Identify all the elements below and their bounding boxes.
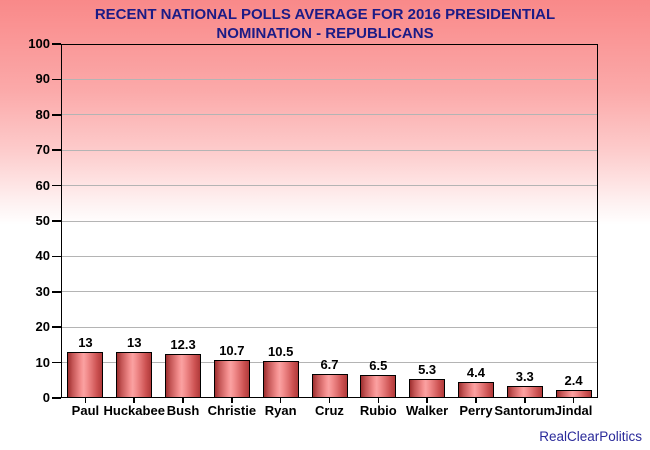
bar — [409, 379, 446, 398]
y-tick — [52, 43, 61, 45]
x-axis-label: Rubio — [359, 403, 397, 418]
y-tick-label: 100 — [28, 36, 50, 51]
y-tick — [52, 255, 61, 258]
y-tick-label: 60 — [35, 177, 50, 193]
bar — [555, 389, 592, 398]
gridline — [61, 78, 598, 80]
x-axis-label: Huckabee — [103, 403, 165, 418]
bar — [213, 360, 250, 398]
x-tick — [328, 398, 331, 403]
bar-value-label: 10.7 — [219, 343, 245, 359]
chart-title: RECENT NATIONAL POLLS AVERAGE FOR 2016 P… — [25, 5, 625, 43]
bar-value-label: 4.4 — [466, 365, 485, 381]
bar-value-label: 10.5 — [268, 343, 294, 359]
y-tick-label: 0 — [42, 390, 50, 405]
bar — [67, 351, 104, 398]
x-tick — [182, 398, 184, 403]
x-tick — [426, 398, 428, 403]
y-tick — [52, 361, 61, 364]
bar — [457, 382, 494, 398]
gridline — [61, 326, 598, 328]
x-axis-label: Paul — [71, 403, 100, 418]
bar-value-label: 6.7 — [320, 357, 339, 373]
bar-value-label: 2.4 — [564, 372, 583, 388]
y-tick-label: 50 — [35, 213, 50, 228]
bar-value-label: 3.3 — [515, 369, 534, 385]
y-tick — [52, 326, 61, 328]
gridline — [61, 255, 598, 257]
x-axis-label: Santorum — [494, 403, 556, 418]
y-tick-label: 30 — [35, 283, 50, 299]
y-tick — [52, 291, 61, 293]
plot-area: 13 13 12.3 10.7 10.5 6.7 6.5 5.3 4.4 3.3 2.4 — [61, 44, 598, 398]
y-tick-label: 40 — [35, 248, 50, 264]
gridline — [61, 291, 598, 293]
x-tick — [475, 398, 477, 403]
chart-title-line2: NOMINATION - REPUBLICANS — [216, 25, 434, 42]
bar — [165, 354, 202, 398]
y-tick-label: 70 — [35, 142, 50, 158]
gridline — [61, 185, 598, 187]
x-tick — [524, 398, 526, 403]
y-tick — [52, 397, 61, 399]
y-tick-label: 20 — [35, 319, 50, 335]
x-tick — [377, 398, 380, 403]
gridline — [61, 362, 598, 364]
bar — [360, 375, 397, 398]
bar — [262, 360, 299, 398]
gridline — [61, 220, 598, 222]
x-axis-label: Ryan — [264, 403, 297, 418]
chart-title-line1: RECENT NATIONAL POLLS AVERAGE FOR 2016 P… — [94, 6, 556, 23]
y-tick — [52, 184, 61, 187]
bar — [506, 386, 543, 398]
y-tick — [52, 78, 61, 81]
x-axis-label: Walker — [406, 403, 449, 418]
x-axis-label: Bush — [166, 403, 200, 418]
x-axis-label: Cruz — [315, 403, 344, 418]
gridline — [61, 114, 598, 116]
x-tick — [231, 398, 233, 403]
bar-value-label: 13 — [78, 334, 93, 350]
y-tick-label: 90 — [35, 71, 50, 87]
x-tick — [133, 398, 135, 403]
bar-value-label: 12.3 — [170, 337, 196, 353]
x-tick — [84, 398, 87, 403]
x-axis-label: Perry — [459, 403, 493, 418]
y-tick — [52, 114, 61, 116]
bar-value-label: 5.3 — [418, 362, 437, 378]
x-axis-label: Jindal — [554, 403, 593, 418]
x-tick — [572, 398, 575, 403]
bar — [311, 374, 348, 398]
bar-value-label: 13 — [126, 334, 142, 350]
bar-value-label: 6.5 — [369, 358, 388, 373]
gridline — [61, 149, 598, 151]
y-tick — [52, 220, 61, 222]
bar — [116, 351, 153, 398]
x-tick — [279, 398, 282, 403]
y-tick-label: 10 — [35, 354, 50, 370]
watermark-text: RealClearPolitics — [539, 429, 642, 444]
y-tick — [52, 149, 61, 151]
y-tick-label: 80 — [35, 106, 50, 122]
x-axis-label: Christie — [207, 403, 257, 418]
